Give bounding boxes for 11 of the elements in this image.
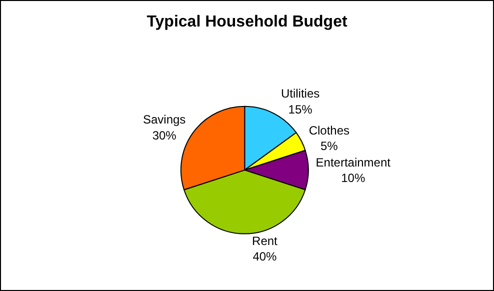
data-label: 5% (320, 138, 338, 153)
data-label: 15% (288, 102, 313, 116)
slice-label: Clothes (308, 123, 350, 138)
slice-label: Utilities (280, 86, 320, 101)
slice-label: Savings (142, 112, 186, 127)
data-label: 30% (152, 128, 177, 142)
slice-label: Entertainment (316, 155, 392, 170)
data-label: 40% (252, 249, 278, 264)
slice-label: Rent (252, 234, 278, 248)
data-label: 10% (341, 170, 366, 185)
chart-title: Typical Household Budget (146, 14, 348, 31)
